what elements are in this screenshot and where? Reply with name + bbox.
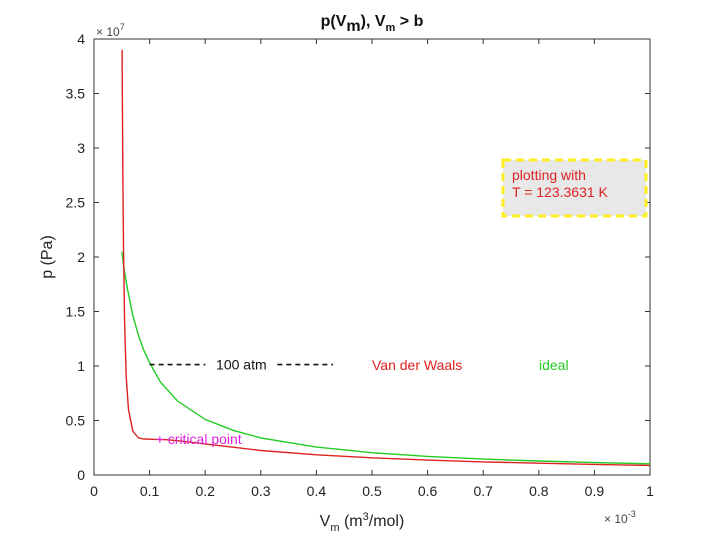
y-tick-label: 0 — [77, 467, 85, 483]
temperature-annotation-box — [501, 158, 648, 218]
annotation-line-2: T = 123.3631 K — [512, 184, 609, 200]
y-axis-multiplier: × 107 — [96, 22, 125, 39]
y-axis-label: p (Pa) — [39, 235, 56, 279]
y-tick-label: 0.5 — [66, 413, 86, 429]
x-tick-label: 0.5 — [362, 483, 382, 499]
y-tick-label: 4 — [77, 31, 85, 47]
x-axis-label: Vm (m3/mol) — [320, 511, 405, 534]
x-tick-label: 0.4 — [307, 483, 327, 499]
series-lines — [121, 49, 651, 467]
x-tick-label: 0.6 — [418, 483, 438, 499]
chart-title: p(Vm), Vm > b — [321, 13, 424, 35]
x-tick-label: 0.1 — [140, 483, 160, 499]
y-tick-label: 3.5 — [66, 86, 86, 102]
series-line-ideal — [121, 251, 651, 465]
axis-ticks: 0 0.1 0.2 0.3 0.4 0.5 0.6 0.7 0.8 0.9 1 0 0.5 1 1.5 2 2.… — [66, 31, 655, 499]
legend-entry-van-der-waals: Van der Waals — [372, 357, 462, 373]
y-tick-label: 2.5 — [66, 195, 86, 211]
legend-entry-ideal: ideal — [539, 357, 569, 373]
x-tick-label: 0.3 — [251, 483, 271, 499]
x-tick-label: 1 — [646, 483, 654, 499]
reference-line-label: 100 atm — [216, 357, 267, 373]
x-tick-label: 0 — [90, 483, 98, 499]
x-tick-label: 0.9 — [585, 483, 605, 499]
x-tick-label: 0.7 — [473, 483, 493, 499]
y-tick-label: 2 — [77, 249, 85, 265]
series-line-van-der-waals — [121, 49, 651, 467]
annotation-line-1: plotting with — [512, 167, 586, 183]
x-tick-label: 0.8 — [529, 483, 549, 499]
plot-area — [93, 38, 651, 476]
x-tick-label: 0.2 — [195, 483, 215, 499]
y-tick-label: 1 — [77, 358, 85, 374]
x-axis-multiplier: × 10-3 — [604, 509, 636, 526]
y-tick-label: 1.5 — [66, 304, 86, 320]
critical-point-label: + critical point — [156, 431, 242, 447]
y-tick-label: 3 — [77, 140, 85, 156]
